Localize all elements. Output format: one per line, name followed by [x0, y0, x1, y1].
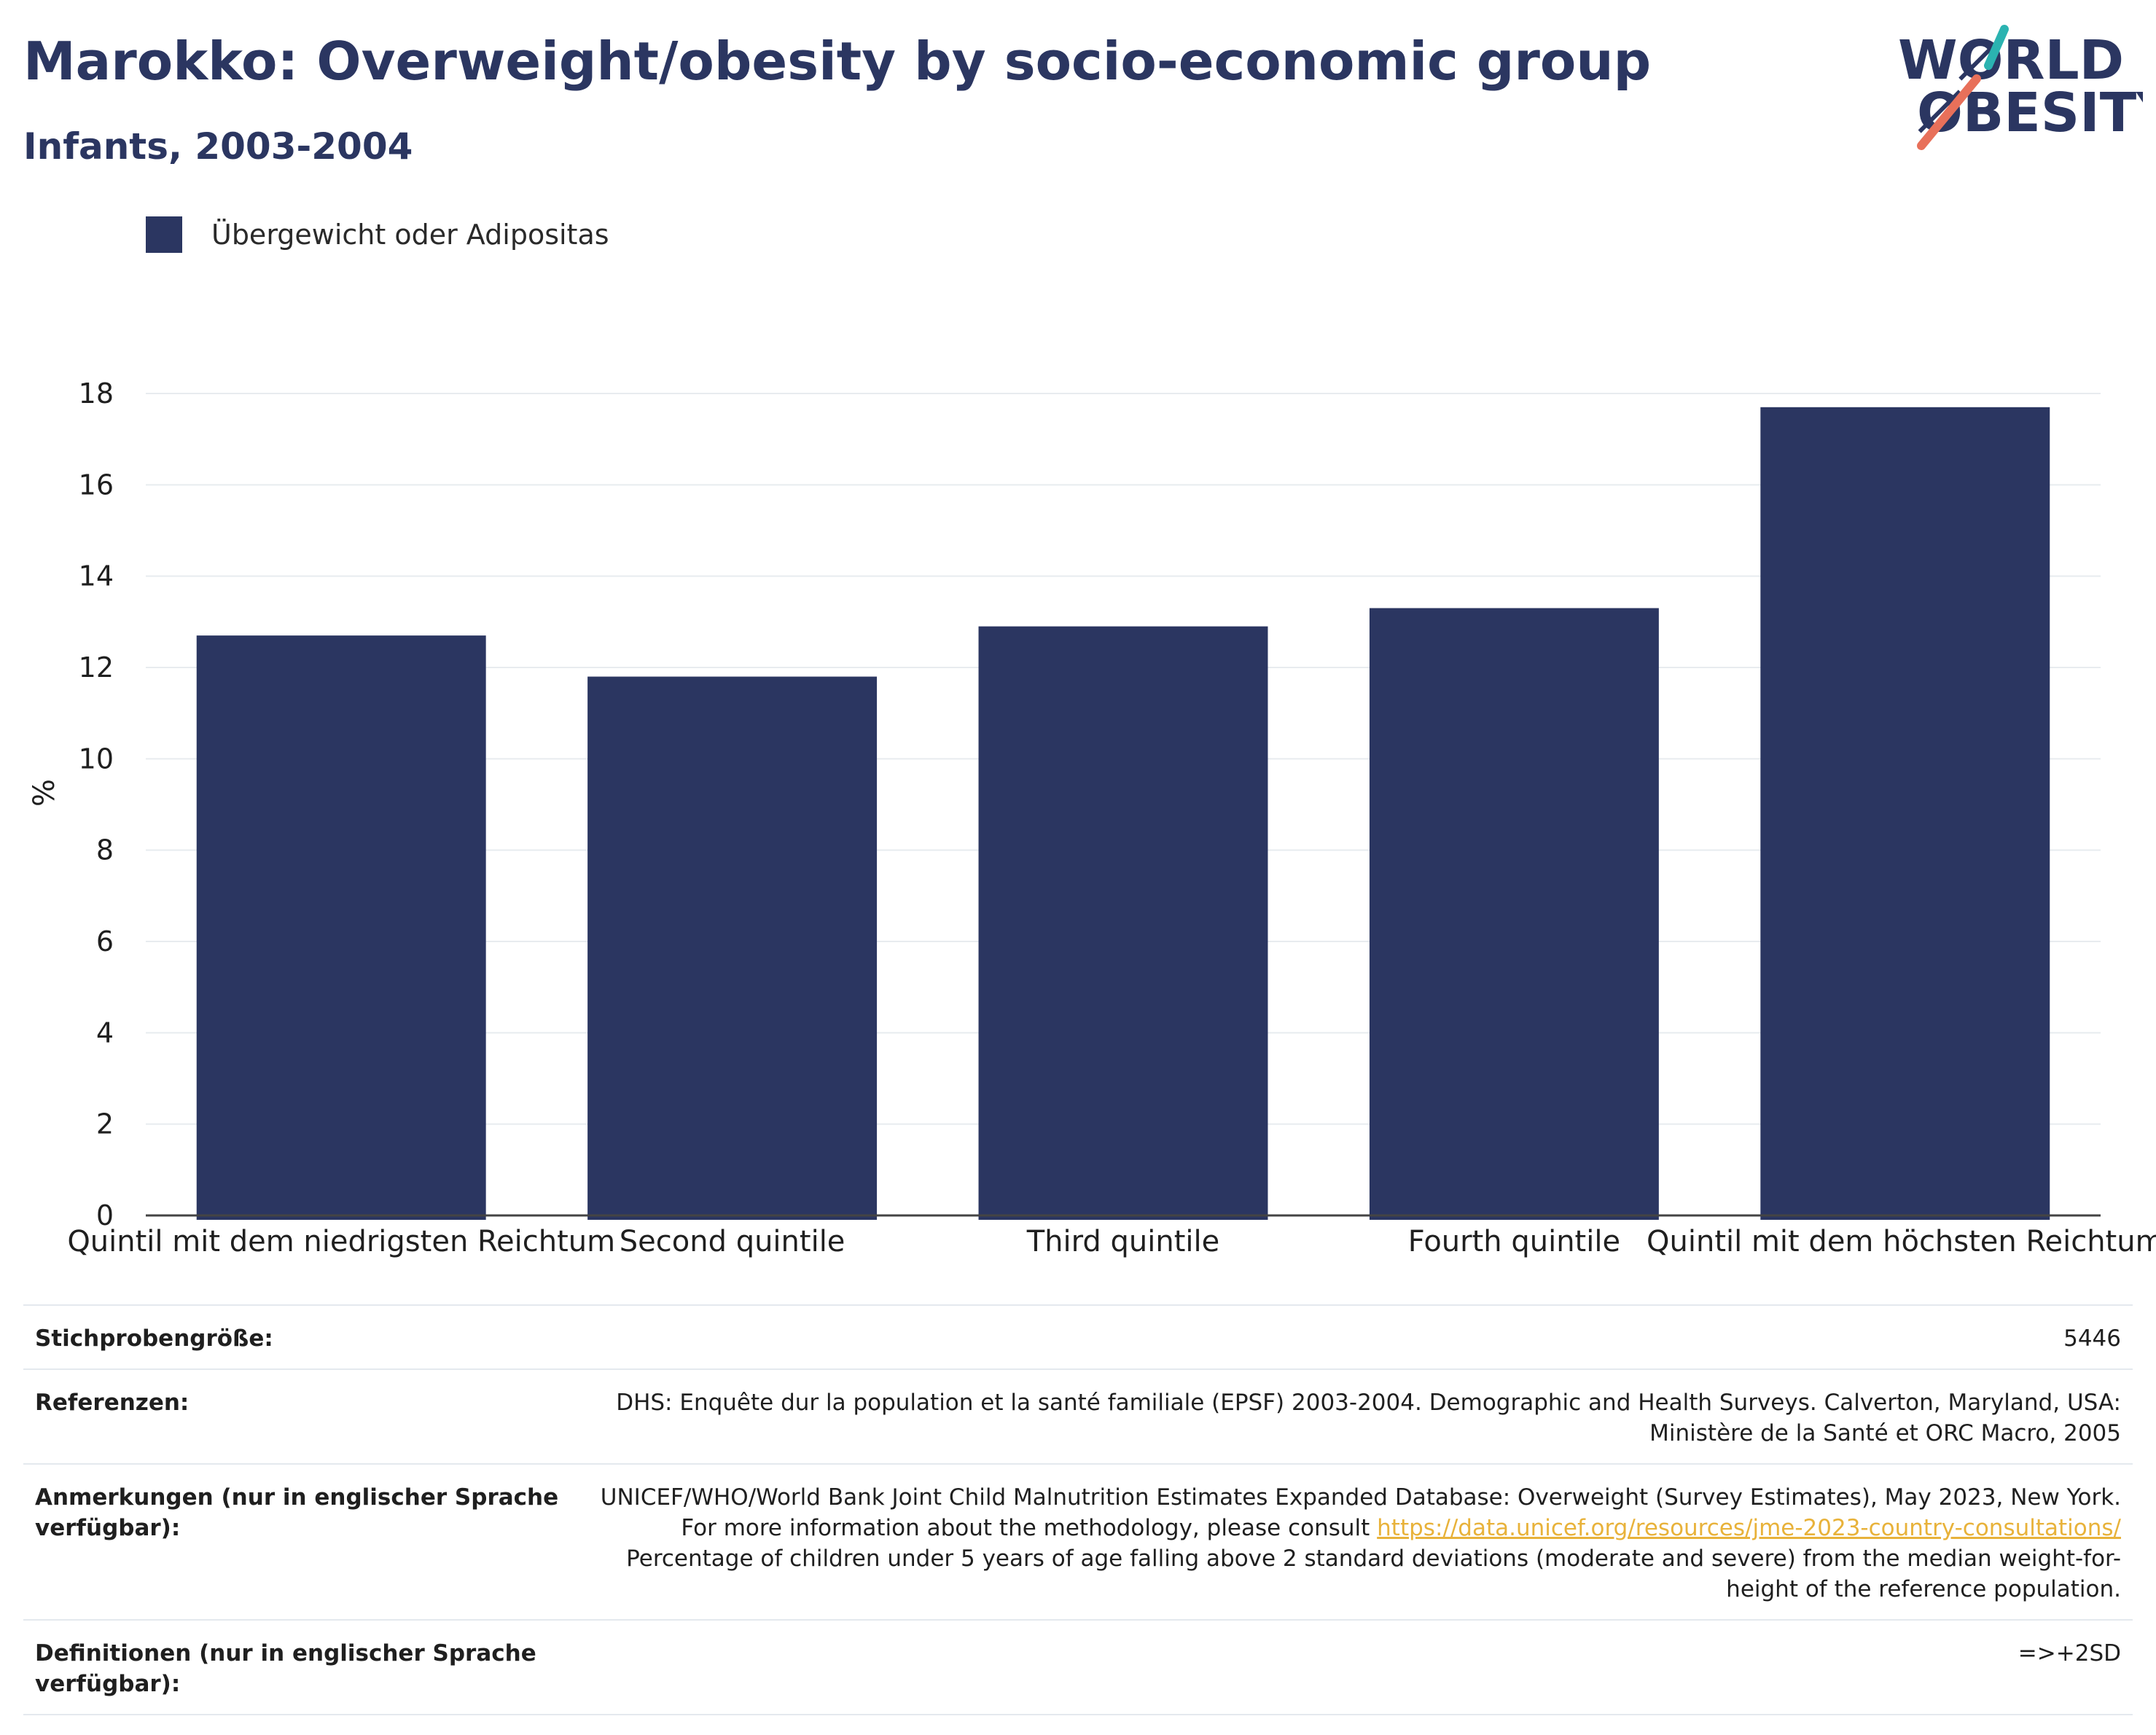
info-table: Stichprobengröße: 5446 Referenzen: DHS: …	[23, 1304, 2133, 1715]
info-row-references: Referenzen: DHS: Enquête dur la populati…	[23, 1370, 2133, 1465]
y-tick-label: 6	[96, 925, 114, 957]
y-tick-label: 4	[96, 1017, 114, 1049]
y-tick-label: 16	[79, 469, 114, 501]
bar-4[interactable]	[1369, 608, 1659, 1220]
chart-legend: Übergewicht oder Adipositas	[146, 216, 609, 254]
notes-text-before: UNICEF/WHO/World Bank Joint Child Malnut…	[600, 1484, 2121, 1541]
sample-size-label: Stichprobengröße:	[35, 1325, 273, 1352]
references-value: DHS: Enquête dur la population et la san…	[616, 1390, 2121, 1446]
bar-3[interactable]	[978, 626, 1268, 1220]
info-row-sample-size: Stichprobengröße: 5446	[23, 1306, 2133, 1370]
chart-title: Marokko: Overweight/obesity by socio-eco…	[23, 31, 1652, 92]
info-row-notes: Anmerkungen (nur in englischer Sprache v…	[23, 1465, 2133, 1621]
bar-chart: 0 2 4 6 8 10 12 14 16 18 Quintil mit dem niedrigs…	[28, 377, 2156, 1258]
logo-slash-bottom-icon	[1917, 74, 1981, 150]
definitions-label: Definitionen (nur in englischer Sprache …	[35, 1640, 536, 1697]
x-tick-label: Third quintile	[1026, 1225, 1219, 1258]
methodology-link[interactable]: https://data.unicef.org/resources/jme-20…	[1377, 1515, 2121, 1541]
info-row-definitions: Definitionen (nur in englischer Sprache …	[23, 1621, 2133, 1715]
y-tick-label: 12	[79, 651, 114, 684]
y-tick-label: 14	[79, 560, 114, 592]
y-tick-label: 10	[79, 743, 114, 775]
notes-label: Anmerkungen (nur in englischer Sprache v…	[35, 1484, 559, 1541]
logo-line-2: ØBESITY	[1917, 82, 2143, 144]
x-tick-label: Fourth quintile	[1408, 1225, 1620, 1258]
y-tick-labels: 0 2 4 6 8 10 12 14 16 18	[79, 377, 114, 1231]
notes-text-after: Percentage of children under 5 years of …	[626, 1546, 2121, 1602]
logo-line-1: WØRLD	[1898, 29, 2124, 92]
bar-2[interactable]	[587, 676, 878, 1220]
legend-label: Übergewicht oder Adipositas	[211, 219, 609, 251]
bar-5[interactable]	[1760, 407, 2050, 1220]
x-tick-labels: Quintil mit dem niedrigsten Reichtum Seco…	[67, 1225, 2156, 1258]
x-tick-label: Second quintile	[620, 1225, 845, 1258]
world-obesity-logo: WØRLD ØBESITY	[1898, 25, 2143, 150]
bar-1[interactable]	[196, 635, 486, 1220]
x-tick-label: Quintil mit dem niedrigsten Reichtum	[67, 1225, 615, 1258]
y-tick-label: 18	[79, 377, 114, 410]
y-tick-label: 2	[96, 1108, 114, 1140]
definitions-value: =>+2SD	[2018, 1640, 2121, 1667]
x-tick-label: Quintil mit dem höchsten Reichtum	[1647, 1225, 2156, 1258]
references-label: Referenzen:	[35, 1390, 190, 1416]
logo-slash-top-icon	[1984, 25, 2009, 70]
y-tick-label: 8	[96, 834, 114, 866]
bars-layer	[196, 407, 2050, 1220]
y-axis-label: %	[28, 779, 61, 807]
legend-swatch	[146, 216, 182, 253]
chart-subtitle: Infants, 2003-2004	[23, 125, 413, 168]
notes-value: UNICEF/WHO/World Bank Joint Child Malnut…	[560, 1482, 2121, 1605]
sample-size-value: 5446	[2063, 1325, 2121, 1352]
y-tick-label: 0	[96, 1199, 114, 1231]
